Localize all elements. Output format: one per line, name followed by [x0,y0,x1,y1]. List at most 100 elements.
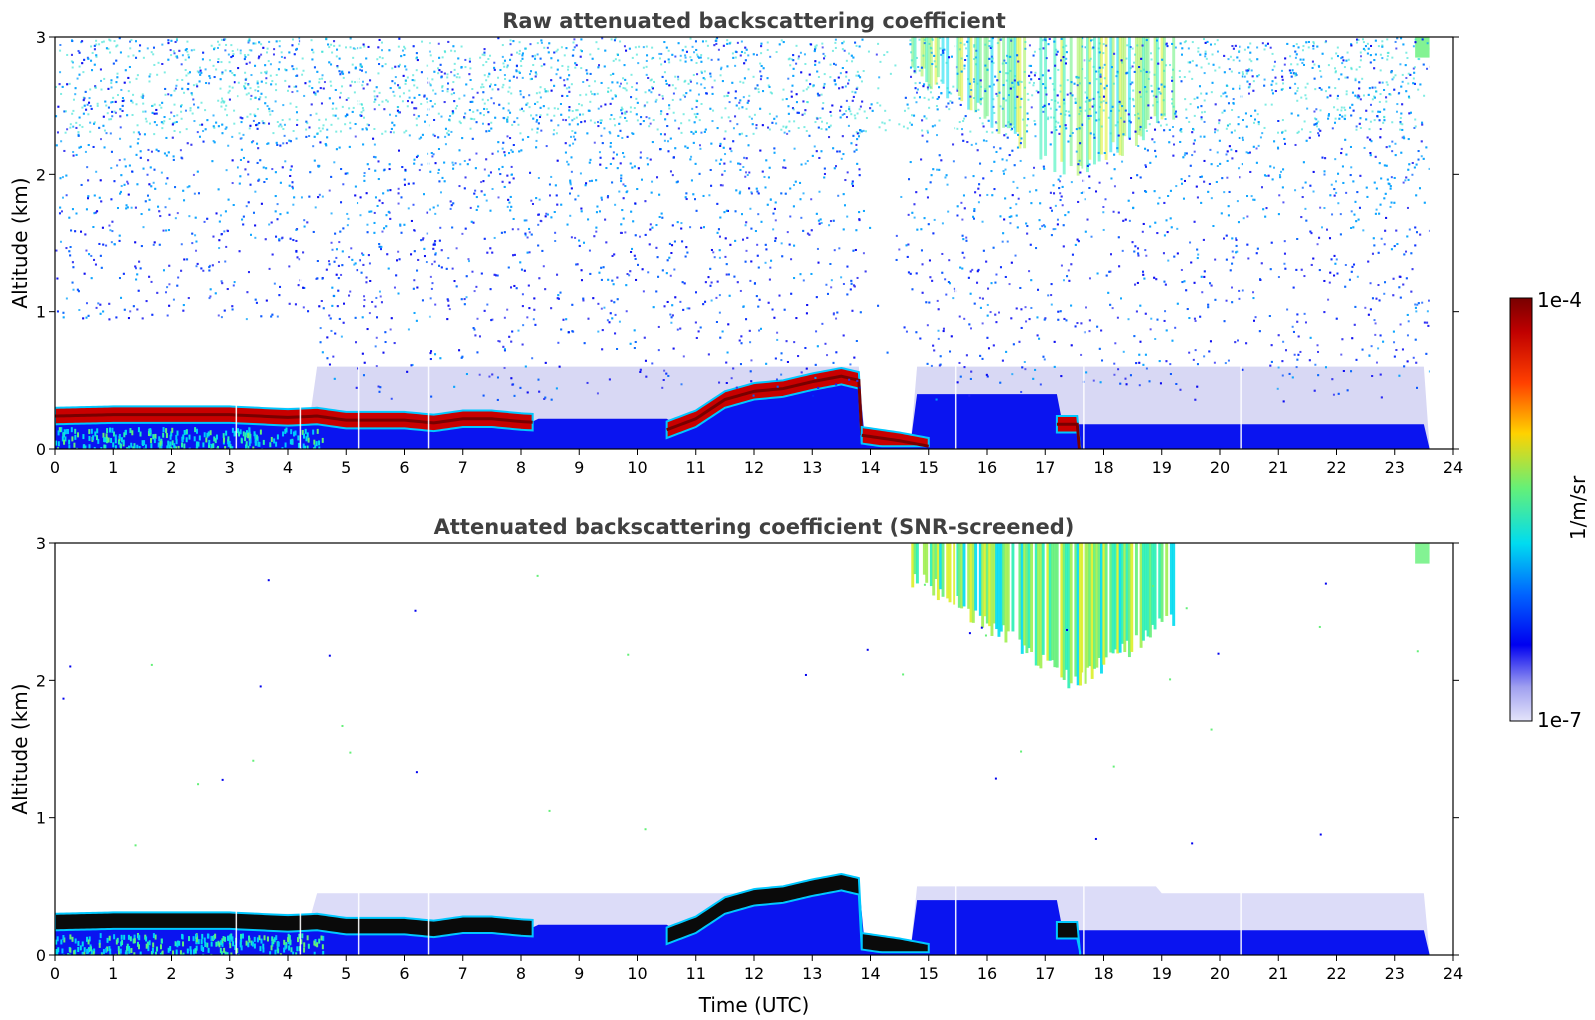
noise-speckle [1222,92,1225,95]
noise-speckle [220,233,223,236]
noise-speckle [845,116,848,119]
noise-speckle [1333,121,1336,124]
surface-speckle [312,447,315,449]
noise-speckle [709,75,712,78]
noise-speckle [969,327,972,330]
noise-speckle [1121,249,1124,252]
noise-speckle [439,226,442,229]
noise-speckle [318,305,321,308]
noise-speckle [588,180,591,183]
noise-speckle [904,96,907,99]
noise-speckle [624,185,627,188]
noise-speckle [907,213,910,216]
noise-speckle [1137,117,1140,120]
noise-speckle [108,302,111,305]
noise-speckle [296,123,299,126]
ice-cloud-column [1013,37,1017,134]
noise-speckle [556,68,559,71]
surface-speckle [183,443,186,449]
cloud-core [55,413,533,425]
ice-cloud-column [1053,37,1057,173]
surface-speckle [175,446,178,449]
noise-speckle [1339,213,1342,216]
noise-speckle [319,327,322,330]
surface-speckle [173,445,176,449]
noise-speckle [972,217,975,220]
noise-speckle [1102,211,1105,214]
noise-speckle [174,217,177,220]
noise-speckle [756,53,759,56]
noise-speckle [639,370,642,373]
surface-speckle [105,433,108,439]
noise-speckle [642,290,645,293]
surface-speckle [162,432,165,438]
noise-speckle [268,223,271,226]
noise-speckle [519,93,522,96]
noise-speckle [268,40,271,43]
noise-speckle [78,309,81,312]
surface-speckle [123,432,126,438]
noise-speckle [250,49,253,52]
noise-speckle [283,134,286,137]
noise-speckle [227,144,230,147]
noise-speckle [1065,57,1068,60]
noise-speckle [140,213,143,216]
noise-speckle [245,205,248,208]
noise-speckle [698,172,701,175]
noise-speckle [829,262,832,265]
noise-speckle [765,159,768,162]
noise-speckle [955,88,958,91]
noise-speckle [605,241,608,244]
noise-speckle [1401,80,1404,83]
noise-speckle [1377,347,1380,350]
noise-speckle [453,100,456,103]
noise-speckle [1165,329,1168,332]
noise-speckle [1062,56,1065,59]
noise-speckle [394,76,397,79]
noise-speckle [673,240,676,243]
noise-speckle [1335,191,1338,194]
noise-speckle [193,120,196,123]
noise-speckle [1014,254,1017,257]
noise-speckle [489,85,492,88]
noise-speckle [1074,325,1077,328]
noise-speckle [1337,202,1340,205]
noise-speckle [1196,385,1199,388]
noise-speckle [842,193,845,196]
noise-speckle [686,307,689,310]
noise-speckle [291,187,294,190]
noise-speckle [100,79,103,82]
noise-speckle [588,249,591,252]
noise-speckle [428,315,431,318]
noise-speckle [1228,68,1231,71]
noise-speckle [161,43,164,46]
noise-speckle [120,185,123,188]
noise-speckle [697,93,700,96]
ice-cloud-column [1039,37,1043,160]
noise-speckle [1362,229,1365,232]
noise-speckle [1159,92,1162,95]
noise-speckle [375,86,378,89]
noise-speckle [288,265,291,268]
noise-speckle [895,258,898,261]
noise-speckle [1034,135,1037,138]
surface-speckle [106,428,109,434]
noise-speckle [1209,148,1212,151]
noise-speckle [1009,222,1012,225]
noise-speckle [1414,41,1417,44]
noise-speckle [829,110,832,113]
noise-speckle [338,57,341,60]
noise-speckle [1080,353,1083,356]
noise-speckle [1115,75,1118,78]
noise-speckle [674,119,677,122]
noise-speckle [1391,140,1394,143]
noise-speckle [397,187,400,190]
noise-speckle [763,175,766,178]
noise-speckle [537,378,540,381]
noise-speckle [82,99,85,102]
noise-speckle [1128,219,1131,222]
noise-speckle [231,182,234,185]
noise-speckle [600,307,603,310]
noise-speckle [780,359,783,362]
noise-speckle [1421,301,1424,304]
